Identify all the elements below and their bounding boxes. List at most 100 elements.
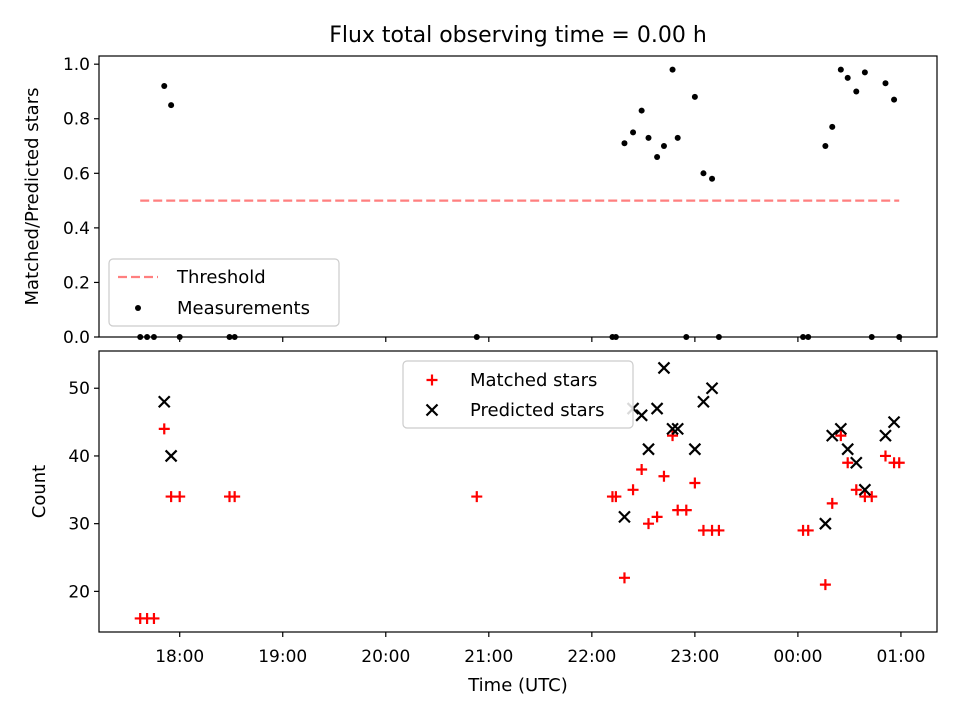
measurement-point [861, 69, 868, 76]
matched-stars-point [174, 491, 186, 503]
predicted-stars-point [879, 429, 892, 442]
matched-stars-point [835, 430, 847, 442]
legend-threshold-label: Threshold [176, 267, 266, 288]
x-tick-label: 19:00 [258, 647, 307, 667]
matched-stars-point [802, 524, 814, 536]
y-tick-label: 0.6 [63, 164, 90, 184]
count-y-axis-label: Count [29, 465, 50, 518]
predicted-stars-point [841, 442, 854, 456]
measurement-point [161, 83, 168, 90]
ratio-legend: Threshold Measurements [108, 258, 340, 327]
measurement-point [891, 96, 898, 103]
ratio-axes-frame [98, 55, 938, 338]
measurement-point [882, 80, 889, 87]
measurement-point [630, 129, 637, 136]
legend-measurements-swatch [135, 305, 141, 311]
y-tick-label: 0.8 [63, 110, 90, 130]
matched-stars-point [229, 491, 241, 503]
predicted-stars-point [650, 402, 664, 415]
predicted-stars-point [858, 483, 872, 497]
measurement-point [822, 143, 829, 150]
predicted-stars-point [635, 409, 648, 422]
x-tick-label: 21:00 [464, 647, 513, 667]
matched-stars-point [158, 423, 170, 435]
x-axis-label: Time (UTC) [467, 675, 568, 696]
matched-stars-point [651, 511, 663, 523]
measurement-point [645, 134, 652, 141]
predicted-stars-point [642, 442, 655, 456]
matched-stars-point [627, 484, 639, 496]
measurement-point [844, 74, 851, 81]
y-tick-label: 0.4 [63, 219, 90, 239]
count-legend: Matched stars Predicted stars [402, 360, 634, 429]
measurement-point [669, 66, 676, 73]
measurement-point [829, 123, 836, 130]
y-tick-label: 1.0 [63, 55, 90, 75]
count-panel: 20 30 40 50 18:00 19:00 20:00 21:00 22:00 23:00 0… [29, 350, 938, 667]
matched-stars-point [850, 484, 862, 496]
matched-stars-point [148, 612, 160, 624]
predicted-stars-point [819, 517, 832, 530]
measurement-point [168, 102, 175, 109]
ratio-y-axis-label: Matched/Predicted stars [22, 88, 43, 306]
legend-measurements-label: Measurements [177, 298, 310, 319]
legend-box [402, 360, 634, 429]
legend-matched-swatch [426, 374, 438, 386]
matched-stars-point [893, 457, 905, 469]
matched-stars-point [826, 497, 838, 509]
count-y-ticks: 20 30 40 50 [68, 379, 99, 602]
measurement-point [691, 93, 698, 100]
predicted-stars-point [671, 422, 684, 436]
measurement-point [621, 140, 628, 147]
predicted-stars-point [697, 395, 710, 409]
matched-stars-point [471, 491, 483, 503]
x-tick-label: 18:00 [155, 647, 204, 667]
matched-stars-point [667, 430, 679, 442]
ratio-y-ticks: 0.0 0.2 0.4 0.6 0.8 1.0 [63, 55, 99, 348]
matched-stars-point [658, 470, 670, 482]
measurement-point [709, 175, 716, 182]
measurement-point [837, 66, 844, 73]
count-marks [134, 361, 905, 624]
count-x-ticks: 18:00 19:00 20:00 21:00 22:00 23:00 00:00 01:00 [155, 632, 925, 667]
y-tick-label: 50 [68, 379, 90, 399]
legend-box [108, 258, 340, 327]
matched-stars-point [610, 491, 622, 503]
y-tick-label: 40 [68, 447, 90, 467]
measurement-point [700, 170, 707, 177]
x-tick-label: 20:00 [361, 647, 410, 667]
x-tick-label: 23:00 [670, 647, 719, 667]
measurement-point [853, 88, 860, 95]
matched-stars-point [689, 477, 701, 489]
measurement-point [660, 143, 667, 150]
y-tick-label: 30 [68, 515, 90, 535]
predicted-stars-point [705, 381, 719, 395]
y-tick-label: 20 [68, 582, 90, 602]
predicted-stars-point [666, 422, 679, 436]
measurement-point [638, 107, 645, 114]
count-axes-frame [98, 350, 938, 633]
matched-stars-point [636, 463, 648, 475]
matched-stars-point [819, 579, 831, 591]
y-tick-label: 0.2 [63, 273, 90, 293]
matched-stars-point [680, 504, 692, 516]
y-tick-label: 0.0 [63, 328, 90, 348]
measurement-point [654, 153, 661, 160]
predicted-stars-point [157, 395, 171, 409]
legend-matched-label: Matched stars [470, 370, 597, 391]
x-tick-label: 01:00 [876, 647, 925, 667]
matched-stars-point [643, 518, 655, 530]
chart-title: Flux total observing time = 0.00 h [329, 23, 707, 48]
legend-predicted-label: Predicted stars [470, 400, 604, 421]
predicted-stars-point [834, 422, 848, 436]
predicted-stars-point [688, 442, 702, 456]
predicted-stars-point [825, 429, 839, 442]
predicted-stars-point [164, 449, 178, 463]
ratio-panel: 0.0 0.2 0.4 0.6 0.8 1.0 Matched/Predicted sta… [22, 55, 938, 348]
ratio-x-ticks [179, 337, 902, 342]
predicted-stars-point [850, 456, 863, 470]
predicted-stars-point [657, 361, 671, 375]
predicted-stars-point [887, 415, 901, 429]
